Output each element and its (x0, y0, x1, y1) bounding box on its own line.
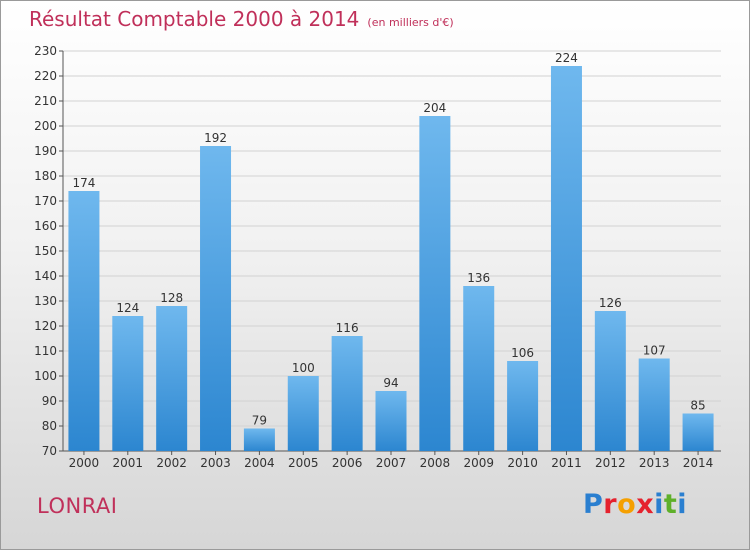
bar (287, 376, 319, 451)
bar (112, 316, 144, 451)
x-tick-label: 2008 (420, 456, 451, 470)
bar-value-label: 106 (511, 346, 534, 360)
bar-value-label: 128 (160, 291, 183, 305)
bar-value-label: 136 (467, 271, 490, 285)
y-tick-label: 90 (42, 394, 57, 408)
bar-value-label: 94 (383, 376, 398, 390)
y-tick-label: 70 (42, 444, 57, 458)
y-tick-label: 80 (42, 419, 57, 433)
brand-letter: i (677, 489, 688, 520)
x-tick-label: 2005 (288, 456, 319, 470)
y-tick-label: 140 (34, 269, 57, 283)
bar-value-label: 85 (690, 399, 705, 413)
bar (550, 66, 582, 451)
brand-letter: t (663, 489, 678, 520)
title-unit: (en milliers d'€) (367, 16, 454, 29)
bar (331, 336, 363, 451)
bars: 174 124 128 192 79 100 116 94 204 136 106 224 126 107… (68, 51, 714, 451)
x-tick-label: 2012 (595, 456, 626, 470)
y-tick-label: 170 (34, 194, 57, 208)
commune-name: LONRAI (37, 494, 118, 518)
x-tick-label: 2009 (463, 456, 494, 470)
brand-letter: i (654, 489, 664, 520)
y-tick-label: 130 (34, 294, 57, 308)
bar (68, 191, 100, 451)
bar-value-label: 192 (204, 131, 227, 145)
bar (463, 286, 495, 451)
bar (156, 306, 188, 451)
x-tick-label: 2011 (551, 456, 582, 470)
y-tick-label: 150 (34, 244, 57, 258)
bar (200, 146, 232, 451)
y-tick-label: 180 (34, 169, 57, 183)
bar-value-label: 124 (116, 301, 139, 315)
bar (419, 116, 451, 451)
x-tick-label: 2002 (156, 456, 187, 470)
y-tick-label: 200 (34, 119, 57, 133)
bar-value-label: 79 (252, 414, 267, 428)
x-tick-label: 2007 (376, 456, 407, 470)
y-tick-label: 230 (34, 44, 57, 58)
y-tick-label: 120 (34, 319, 57, 333)
bar-value-label: 116 (336, 321, 359, 335)
chart-title: Résultat Comptable 2000 à 2014 (en millie… (29, 7, 454, 31)
x-tick-label: 2001 (113, 456, 144, 470)
bar (638, 358, 670, 451)
bar-value-label: 204 (423, 101, 446, 115)
brand-letter: x (636, 489, 655, 520)
bar-value-label: 100 (292, 361, 315, 375)
bar-value-label: 126 (599, 296, 622, 310)
y-tick-label: 190 (34, 144, 57, 158)
x-tick-label: 2013 (639, 456, 670, 470)
bar-value-label: 224 (555, 51, 578, 65)
y-tick-label: 210 (34, 94, 57, 108)
x-tick-label: 2006 (332, 456, 363, 470)
x-tick-label: 2004 (244, 456, 275, 470)
y-tick-label: 100 (34, 369, 57, 383)
x-tick-label: 2000 (69, 456, 100, 470)
bar (375, 391, 407, 451)
y-tick-label: 220 (34, 69, 57, 83)
bar-value-label: 174 (72, 176, 95, 190)
brand-logo: Proxiti (583, 489, 687, 520)
x-tick-label: 2010 (507, 456, 538, 470)
bar-value-label: 107 (643, 344, 666, 358)
brand-letter: r (603, 489, 618, 520)
x-axis: 2000 2001 2002 2003 2004 2005 2006 2007 2008 2009… (69, 451, 714, 470)
bar (243, 428, 275, 451)
bar (594, 311, 626, 451)
brand-letter: P (583, 489, 604, 520)
bar (507, 361, 539, 451)
x-tick-label: 2003 (200, 456, 231, 470)
y-tick-label: 110 (34, 344, 57, 358)
y-tick-label: 160 (34, 219, 57, 233)
title-text: Résultat Comptable 2000 à 2014 (29, 7, 360, 31)
bar (682, 413, 714, 451)
brand-letter: o (617, 489, 637, 520)
x-tick-label: 2014 (683, 456, 714, 470)
